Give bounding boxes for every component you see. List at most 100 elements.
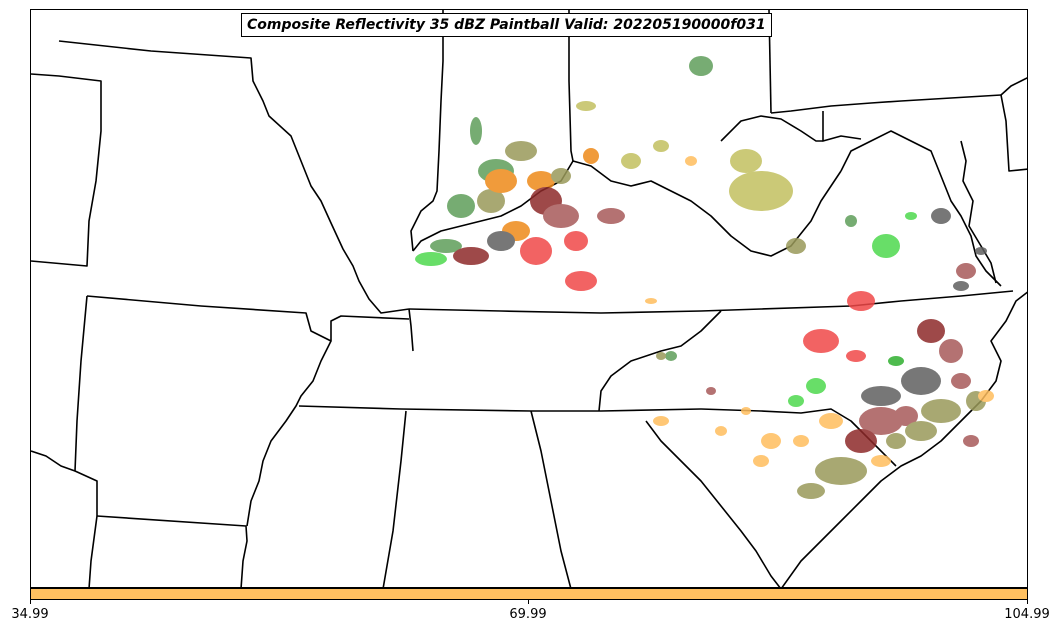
reflectivity-blob-olive: [797, 483, 825, 499]
reflectivity-blob-brown-red: [956, 263, 976, 279]
reflectivity-blob-light-green: [872, 234, 900, 258]
river-mississippi: [246, 340, 332, 527]
colorbar-tick-mid: 69.99: [509, 607, 547, 622]
boundary-line: [58, 40, 410, 314]
reflectivity-blob-light-orange: [978, 390, 994, 402]
reflectivity-blob-yellow-olive: [576, 101, 596, 111]
colorbar-tick-mark: [1027, 600, 1028, 604]
reflectivity-blob-olive: [886, 433, 906, 449]
boundary-line: [770, 94, 1002, 114]
reflectivity-blob-light-orange: [753, 455, 769, 467]
reflectivity-blob-orange: [485, 169, 517, 193]
colorbar-tick-mark: [528, 600, 529, 604]
reflectivity-blob-brown-red: [951, 373, 971, 389]
boundary-line: [720, 115, 823, 142]
colorbar-tick-min: 34.99: [11, 607, 49, 622]
map-title: Composite Reflectivity 35 dBZ Paintball …: [241, 13, 772, 37]
boundary-line: [1000, 94, 1027, 172]
reflectivity-blob-dark-red: [453, 247, 489, 265]
reflectivity-blob-olive: [905, 421, 937, 441]
reflectivity-blob-gray: [487, 231, 515, 251]
reflectivity-blob-light-orange: [871, 455, 891, 467]
reflectivity-blob-light-orange: [645, 298, 657, 304]
boundary-line: [530, 410, 572, 587]
reflectivity-blob-olive: [656, 352, 666, 360]
boundary-line: [86, 295, 410, 342]
reflectivity-blob-light-green: [806, 378, 826, 394]
reflectivity-blob-dark-green: [689, 56, 713, 76]
reflectivity-blob-gray: [975, 247, 987, 255]
reflectivity-blob-red: [565, 271, 597, 291]
reflectivity-blob-olive: [477, 189, 505, 213]
reflectivity-blob-olive: [921, 399, 961, 423]
reflectivity-paintball: [415, 56, 994, 499]
colorbar: [30, 588, 1028, 600]
reflectivity-blob-green: [888, 356, 904, 366]
reflectivity-blob-light-orange: [819, 413, 843, 429]
reflectivity-blob-dark-green: [470, 117, 482, 145]
reflectivity-blob-light-orange: [793, 435, 809, 447]
reflectivity-blob-olive: [551, 168, 571, 184]
reflectivity-blob-yellow-olive: [729, 171, 793, 211]
reflectivity-blob-red: [847, 291, 875, 311]
reflectivity-blob-orange: [527, 171, 555, 191]
reflectivity-blob-yellow-olive: [621, 153, 641, 169]
reflectivity-blob-yellow-olive: [653, 140, 669, 152]
reflectivity-blob-dark-green: [447, 194, 475, 218]
reflectivity-blob-red: [846, 350, 866, 362]
boundary-line: [408, 308, 414, 352]
reflectivity-blob-brown-red: [963, 435, 979, 447]
reflectivity-blob-light-green: [415, 252, 447, 266]
boundary-line: [96, 515, 248, 587]
reflectivity-blob-red: [520, 237, 552, 265]
reflectivity-blob-light-orange: [685, 156, 697, 166]
reflectivity-blob-brown-red: [543, 204, 579, 228]
reflectivity-blob-light-orange: [741, 407, 751, 415]
boundary-line: [382, 410, 407, 587]
boundary-line: [568, 10, 574, 162]
reflectivity-blob-red: [564, 231, 588, 251]
boundary-line: [88, 515, 98, 587]
reflectivity-blob-gray: [931, 208, 951, 224]
reflectivity-blob-olive: [786, 238, 806, 254]
boundary-line: [822, 111, 862, 142]
reflectivity-blob-olive: [505, 141, 537, 161]
reflectivity-blob-light-orange: [715, 426, 727, 436]
reflectivity-blob-light-orange: [761, 433, 781, 449]
reflectivity-blob-gray: [861, 386, 901, 406]
chesapeake-bay: [960, 140, 997, 284]
reflectivity-blob-gray: [901, 367, 941, 395]
boundary-line: [410, 10, 444, 252]
reflectivity-blob-yellow-olive: [730, 149, 762, 173]
boundary-line: [645, 420, 781, 587]
boundary-line: [31, 73, 102, 267]
colorbar-tick-max: 104.99: [1004, 607, 1050, 622]
reflectivity-blob-dark-green: [665, 351, 677, 361]
coast-carolinas: [781, 291, 1027, 587]
reflectivity-blob-brown-red: [859, 407, 903, 435]
reflectivity-blob-brown-red: [894, 406, 918, 426]
reflectivity-blob-brown-red: [597, 208, 625, 224]
reflectivity-blob-dark-green: [845, 215, 857, 227]
reflectivity-blob-light-green: [788, 395, 804, 407]
boundary-line: [598, 310, 722, 412]
boundary-line: [298, 405, 702, 412]
state-boundaries: [31, 10, 1027, 587]
map-panel: [30, 9, 1028, 588]
reflectivity-blob-orange: [583, 148, 599, 164]
colorbar-tick-mark: [30, 600, 31, 604]
boundary-line: [31, 450, 76, 472]
reflectivity-blob-olive: [815, 457, 867, 485]
map-canvas: [31, 10, 1027, 587]
reflectivity-blob-dark-green: [430, 239, 462, 253]
reflectivity-blob-brown-red: [706, 387, 716, 395]
reflectivity-blob-light-green: [905, 212, 917, 220]
delmarva-coast: [1000, 77, 1027, 96]
reflectivity-blob-brown-red: [939, 339, 963, 363]
reflectivity-blob-dark-red: [917, 319, 945, 343]
reflectivity-blob-dark-red: [845, 429, 877, 453]
boundary-line: [74, 295, 98, 516]
reflectivity-blob-gray: [953, 281, 969, 291]
boundary-line: [840, 130, 1002, 287]
boundary-line: [408, 290, 1014, 314]
